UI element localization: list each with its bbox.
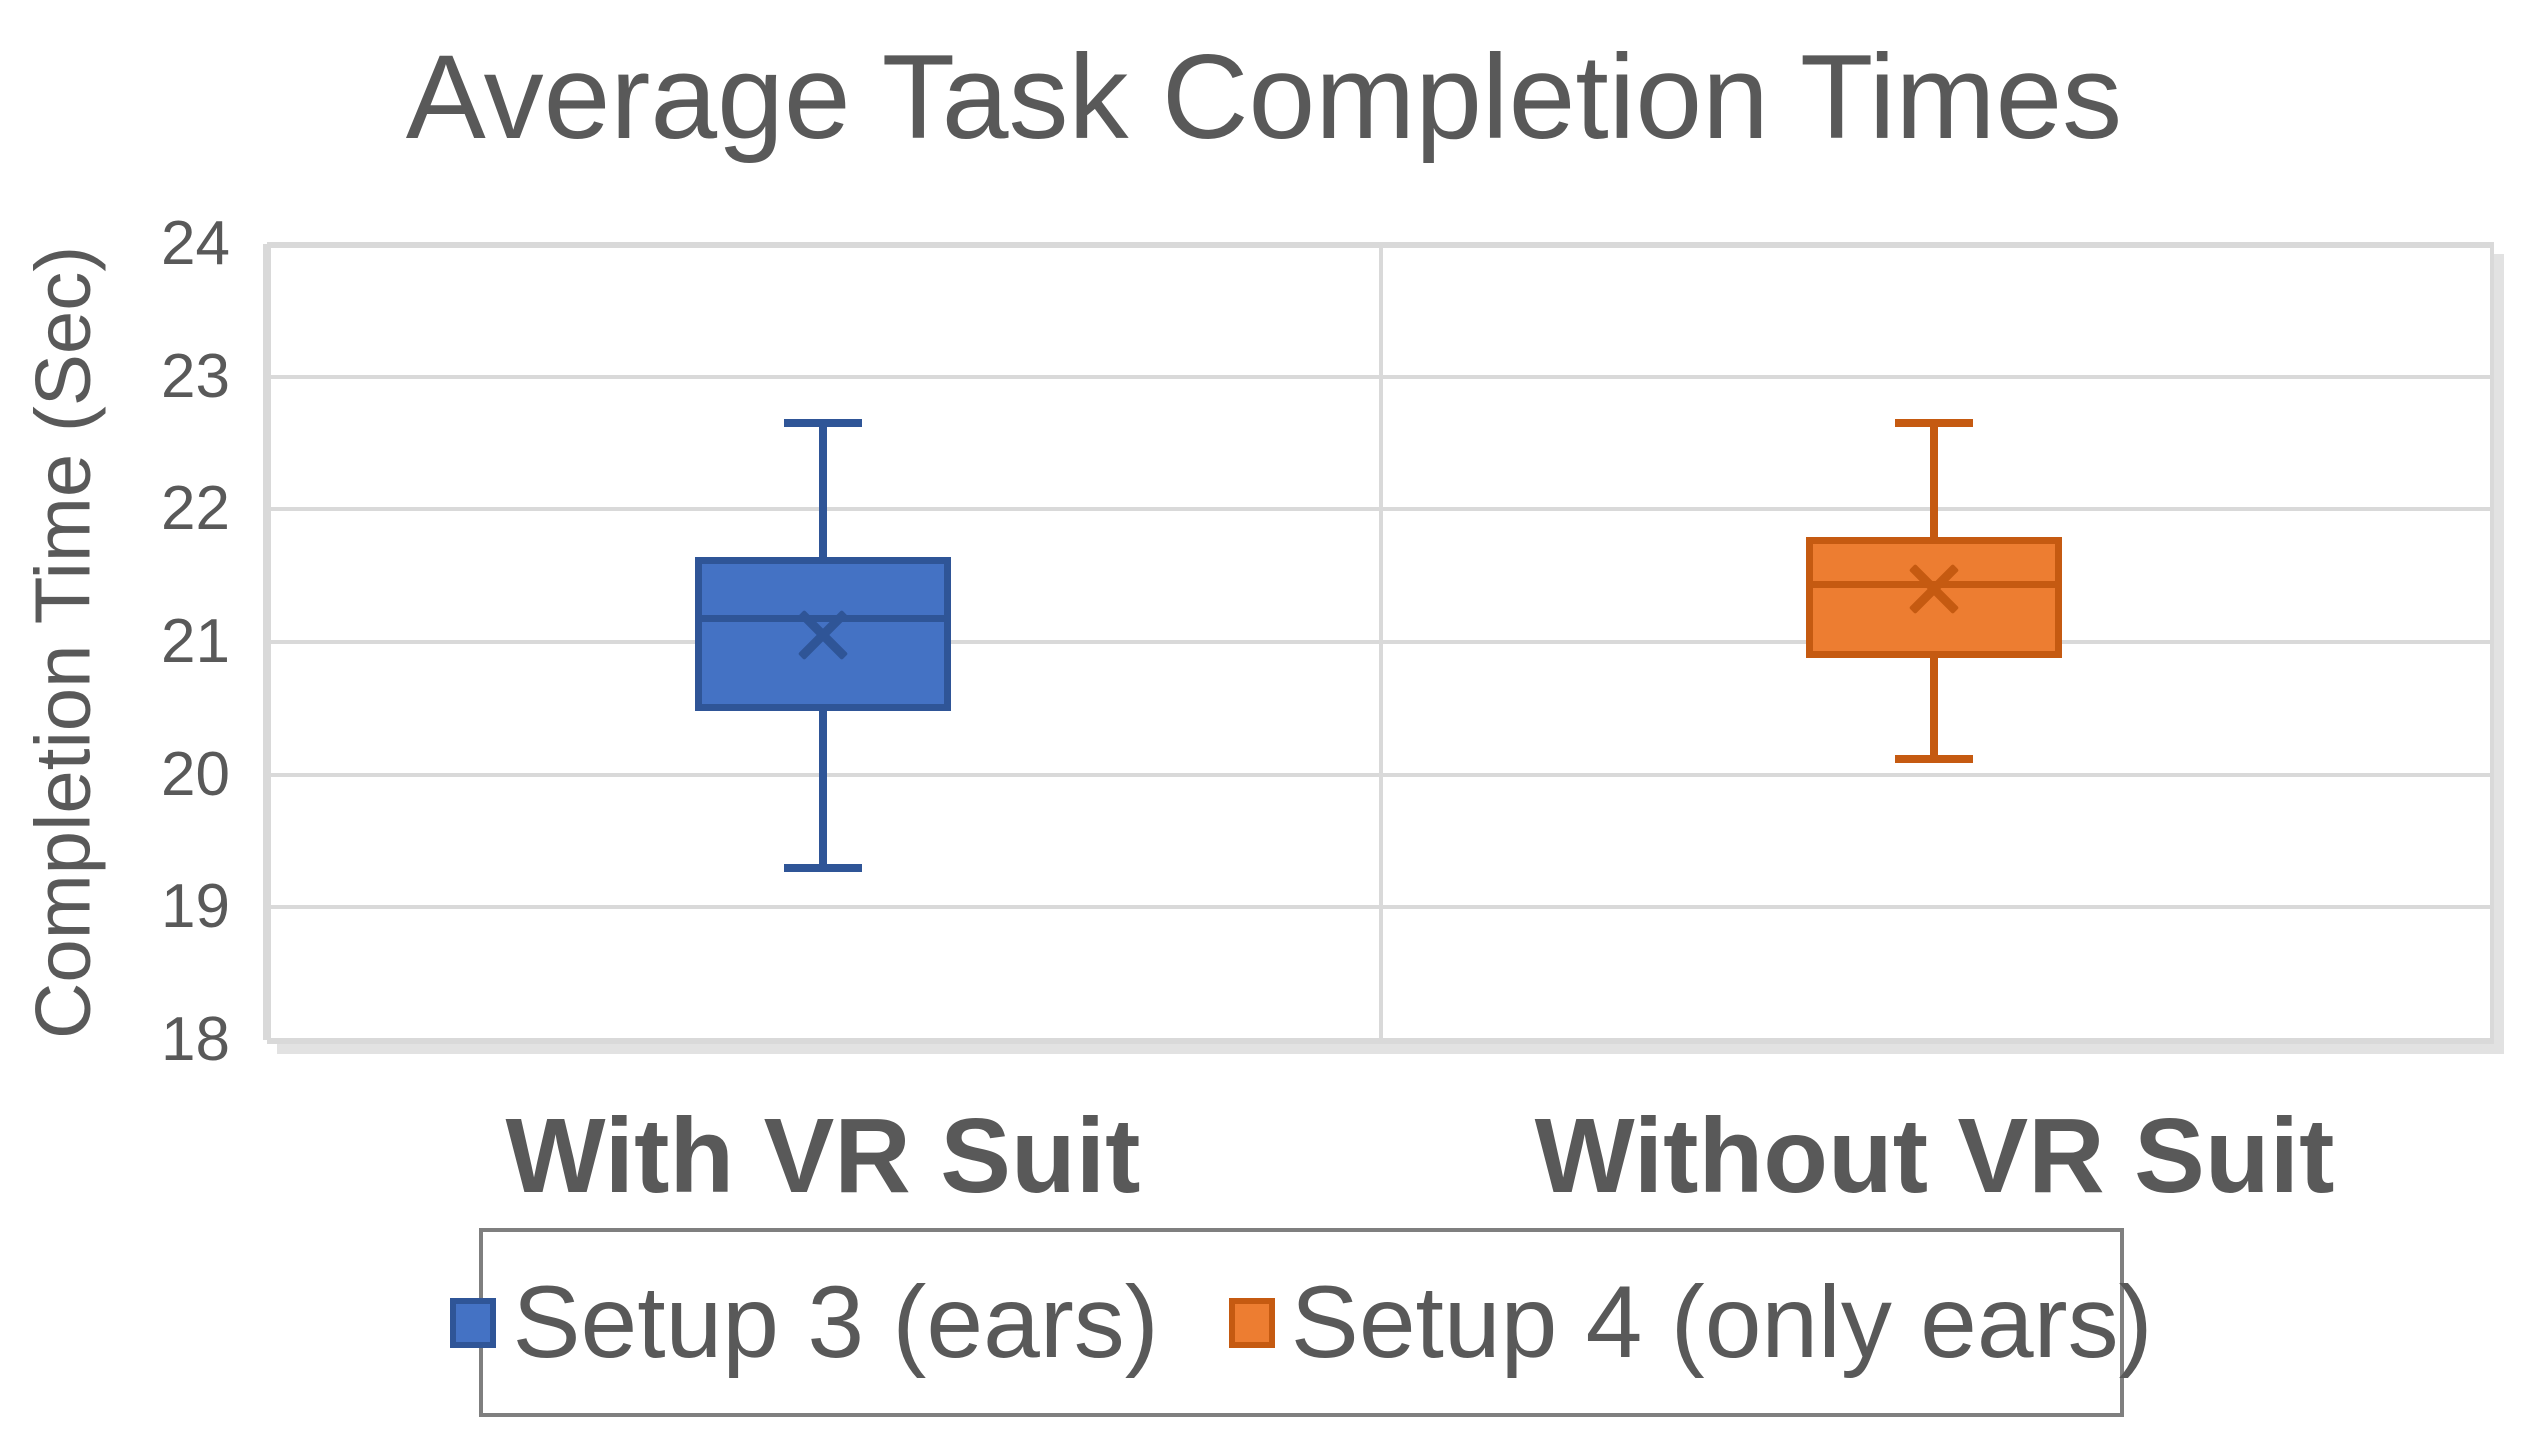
category-label-without-vr-suit: Without VR Suit [1534,1097,2335,1215]
category-divider [1378,244,1383,1040]
min-cap-setup3 [783,863,862,872]
legend-swatch-setup3-icon [450,1297,497,1348]
category-label-with-vr-suit: With VR Suit [505,1097,1141,1215]
chart-title: Average Task Completion Times [405,30,2123,164]
mean-marker-setup3 [797,610,848,661]
max-cap-setup3 [783,419,862,428]
y-tick-label-24: 24 [161,209,230,278]
legend-label-setup3: Setup 3 (ears) [512,1265,1159,1379]
legend-item-setup4: Setup 4 (only ears) [1228,1264,2153,1381]
upper-whisker-setup4 [1930,423,1939,538]
legend: Setup 3 (ears) Setup 4 (only ears) [450,1228,2153,1417]
max-cap-setup4 [1895,419,1974,428]
lower-whisker-setup4 [1930,657,1939,759]
y-tick-label-20: 20 [161,739,230,809]
plot-border-vertical [2490,244,2494,1040]
iqr-box-setup4 [1806,537,2063,658]
y-tick-label-21: 21 [161,607,230,676]
plot-border-vertical [263,244,267,1040]
legend-swatch-setup4-icon [1228,1297,1275,1348]
lower-whisker-setup3 [818,710,827,868]
legend-item-setup3: Setup 3 (ears) [450,1264,1159,1381]
y-tick-label-19: 19 [161,872,230,942]
min-cap-setup4 [1895,754,1974,763]
legend-label-setup4: Setup 4 (only ears) [1290,1265,2153,1379]
mean-marker-setup4 [1909,563,1960,615]
gridline-18 [267,1038,2494,1042]
median-line-setup3 [701,615,944,623]
y-tick-label-23: 23 [161,341,230,411]
y-tick-label-18: 18 [161,1005,230,1074]
upper-whisker-setup3 [818,423,827,558]
y-tick-label-22: 22 [161,474,230,544]
